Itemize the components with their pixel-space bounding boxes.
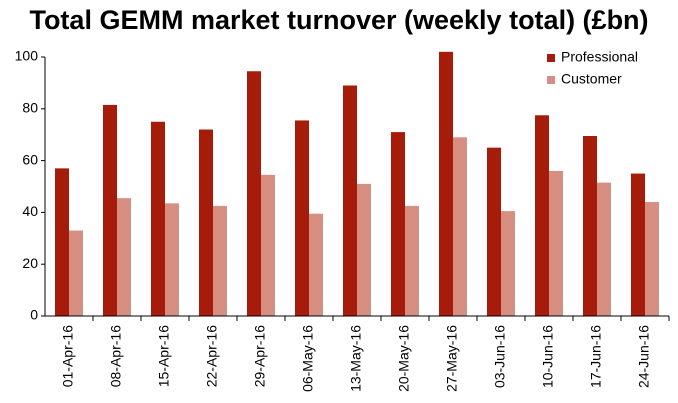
bar — [199, 129, 213, 316]
bar — [165, 203, 179, 316]
x-tick-label: 24-Jun-16 — [636, 325, 652, 388]
bar — [453, 137, 467, 316]
bar — [151, 121, 165, 316]
x-tick-label: 27-May-16 — [444, 325, 460, 392]
bar — [583, 135, 597, 316]
x-tick-label: 20-May-16 — [396, 325, 412, 392]
x-tick-label: 08-Apr-16 — [108, 325, 124, 387]
bar — [501, 211, 515, 316]
bar — [213, 205, 227, 316]
y-tick-label: 60 — [22, 151, 38, 167]
bar — [597, 182, 611, 316]
bar — [295, 120, 309, 316]
y-tick-label: 100 — [15, 48, 39, 64]
legend-label: Customer — [561, 71, 622, 87]
legend-swatch — [547, 76, 555, 84]
x-tick-label: 10-Jun-16 — [540, 325, 556, 388]
bar — [631, 173, 645, 316]
legend-label: Professional — [561, 49, 638, 65]
bar — [549, 170, 563, 316]
bar — [261, 174, 275, 316]
bar — [343, 85, 357, 317]
legend-swatch — [547, 54, 555, 62]
bar — [247, 71, 261, 317]
y-tick-label: 40 — [22, 203, 38, 219]
bar — [535, 115, 549, 317]
x-tick-label: 17-Jun-16 — [588, 325, 604, 388]
bar — [309, 213, 323, 316]
y-tick-label: 0 — [30, 307, 38, 323]
bar — [391, 132, 405, 316]
bar — [103, 104, 117, 316]
bar — [117, 198, 131, 316]
bar — [487, 147, 501, 316]
bar — [69, 230, 83, 316]
bar — [645, 202, 659, 316]
x-tick-label: 01-Apr-16 — [60, 325, 76, 387]
y-tick-label: 20 — [22, 255, 38, 271]
chart-title: Total GEMM market turnover (weekly total… — [29, 5, 648, 35]
bar — [357, 183, 371, 316]
x-tick-label: 15-Apr-16 — [156, 325, 172, 387]
x-tick-label: 29-Apr-16 — [252, 325, 268, 387]
bar — [439, 51, 453, 316]
x-tick-label: 03-Jun-16 — [492, 325, 508, 388]
x-tick-label: 06-May-16 — [300, 325, 316, 392]
y-tick-label: 80 — [22, 100, 38, 116]
bar — [405, 205, 419, 316]
bar — [55, 168, 69, 316]
x-tick-label: 13-May-16 — [348, 325, 364, 392]
x-tick-label: 22-Apr-16 — [204, 325, 220, 387]
